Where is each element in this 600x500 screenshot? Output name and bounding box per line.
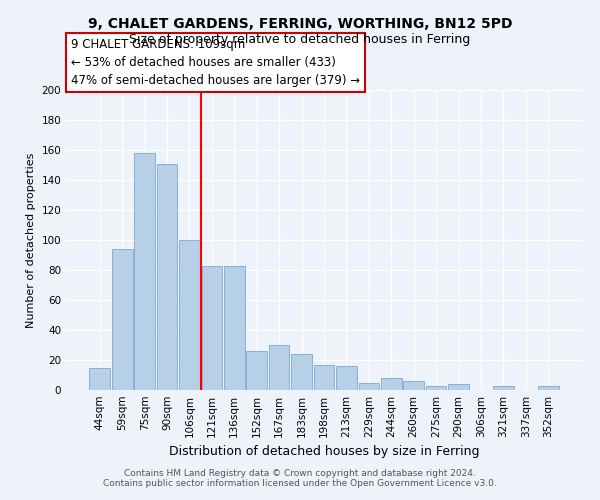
Bar: [493, 386, 514, 390]
Bar: [426, 386, 446, 390]
Bar: [314, 364, 334, 390]
Text: Contains HM Land Registry data © Crown copyright and database right 2024.: Contains HM Land Registry data © Crown c…: [124, 468, 476, 477]
Bar: [179, 240, 200, 390]
Bar: [381, 378, 401, 390]
Bar: [403, 381, 424, 390]
Bar: [134, 153, 155, 390]
Bar: [157, 164, 178, 390]
Bar: [359, 382, 379, 390]
Bar: [336, 366, 357, 390]
Bar: [224, 266, 245, 390]
Text: 9, CHALET GARDENS, FERRING, WORTHING, BN12 5PD: 9, CHALET GARDENS, FERRING, WORTHING, BN…: [88, 18, 512, 32]
Bar: [202, 266, 222, 390]
Bar: [448, 384, 469, 390]
Y-axis label: Number of detached properties: Number of detached properties: [26, 152, 36, 328]
Bar: [538, 386, 559, 390]
Bar: [89, 368, 110, 390]
Text: Contains public sector information licensed under the Open Government Licence v3: Contains public sector information licen…: [103, 478, 497, 488]
Text: 9 CHALET GARDENS: 109sqm
← 53% of detached houses are smaller (433)
47% of semi-: 9 CHALET GARDENS: 109sqm ← 53% of detach…: [71, 38, 360, 87]
Bar: [247, 351, 267, 390]
X-axis label: Distribution of detached houses by size in Ferring: Distribution of detached houses by size …: [169, 446, 479, 458]
Bar: [112, 249, 133, 390]
Bar: [291, 354, 312, 390]
Bar: [269, 345, 289, 390]
Text: Size of property relative to detached houses in Ferring: Size of property relative to detached ho…: [130, 32, 470, 46]
